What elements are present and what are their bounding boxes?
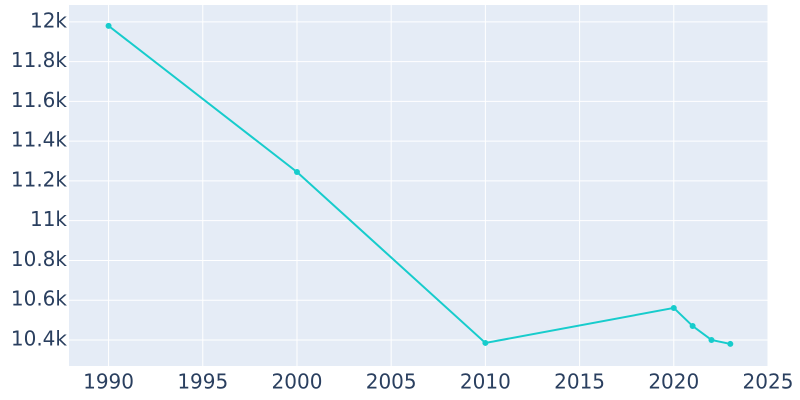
x-tick-label: 2015 [554,370,605,394]
point [482,339,489,346]
x-tick-label: 2000 [272,370,323,394]
x-tick-label: 1990 [83,370,134,394]
x-tick-label: 2025 [743,370,794,394]
y-tick-label: 11.8k [11,48,68,72]
point [105,22,112,29]
y-tick-label: 12k [30,8,67,32]
y-tick-label: 10.4k [11,326,68,350]
point [727,340,734,347]
point [293,168,300,175]
plot-area [69,5,768,366]
x-tick-label: 1995 [177,370,228,394]
x-tick-label: 2010 [460,370,511,394]
x-tick-label: 2020 [648,370,699,394]
y-tick-label: 10.6k [11,287,68,311]
y-tick-label: 11.2k [11,167,68,191]
y-tick-label: 10.8k [11,247,68,271]
x-tick-label: 2005 [366,370,417,394]
point [689,323,696,330]
y-tick-label: 11.6k [11,88,68,112]
point [708,336,715,343]
point [670,304,677,311]
y-tick-label: 11.4k [11,128,68,152]
y-tick-label: 11k [30,207,67,231]
